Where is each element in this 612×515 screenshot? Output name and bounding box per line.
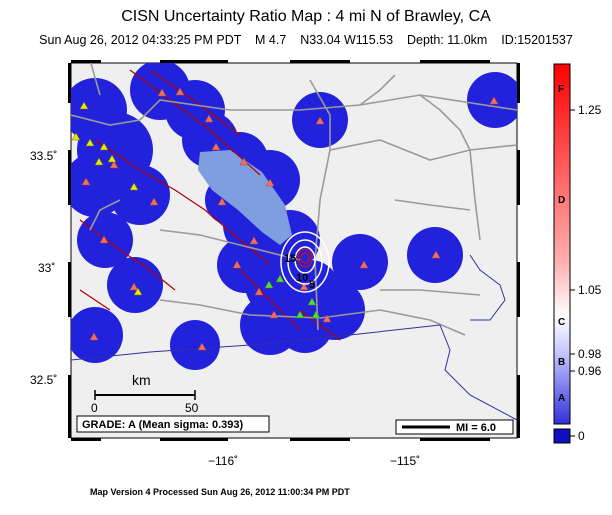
grade-box: GRADE: A (Mean sigma: 0.393) [76,415,270,433]
colorbar-label-1-05: 1.05 [578,283,602,297]
map-panel: 15 10 5 km 0 50 GRADE: A (Mean sigma: 0.… [68,60,520,441]
lat-tick-33-5: 33.5˚ [30,149,57,163]
grade-letter-a: A [558,393,565,404]
scale-bar-unit: km [132,372,151,388]
lon-tick-116: −116˚ [208,454,238,468]
salton-sea [198,150,292,245]
contour-label-10: 10 [296,272,308,284]
grade-letter-f: F [558,84,564,95]
seismic-stations [71,101,321,319]
mi-legend: MI = 6.0 [395,419,514,435]
map-frame-ticks [68,60,520,441]
lat-tick-32-5: 32.5˚ [30,373,57,387]
map-title: CISN Uncertainty Ratio Map : 4 mi N of B… [121,8,491,25]
lat-tick-33: 33˚ [38,261,55,275]
grade-letter-d: D [558,195,565,206]
fault-lines [79,69,341,341]
grade-letter-c: C [558,317,565,328]
colorbar: 1.25 1.05 0.98 0.96 0 F D C B A [553,63,602,444]
epicenter-rings [297,248,313,268]
scale-bar-tick-50: 50 [185,401,199,415]
colorbar-label-1-25: 1.25 [578,103,602,117]
borders [71,254,517,421]
lon-tick-115: −115˚ [390,454,420,468]
scale-bar-tick-0: 0 [91,401,98,415]
map-subtitle: Sun Aug 26, 2012 04:33:25 PM PDT M 4.7 N… [39,33,573,47]
uncertainty-regions: 15 10 5 km 0 50 GRADE: A (Mean sigma: 0.… [71,63,517,435]
grade-letter-b: B [558,357,565,368]
mi-legend-text: MI = 6.0 [456,422,496,434]
contour-label-15: 15 [284,253,296,265]
footer-processed: Map Version 4 Processed Sun Aug 26, 2012… [90,487,350,497]
station-triangles [81,87,499,351]
scale-bar: km 0 50 [91,372,199,415]
grade-text: GRADE: A (Mean sigma: 0.393) [82,419,244,431]
contour-label-5: 5 [309,279,315,291]
colorbar-label-0-98: 0.98 [578,347,602,361]
colorbar-label-0-96: 0.96 [578,364,602,378]
uncertainty-contours [280,231,330,293]
colorbar-label-0: 0 [578,429,585,443]
